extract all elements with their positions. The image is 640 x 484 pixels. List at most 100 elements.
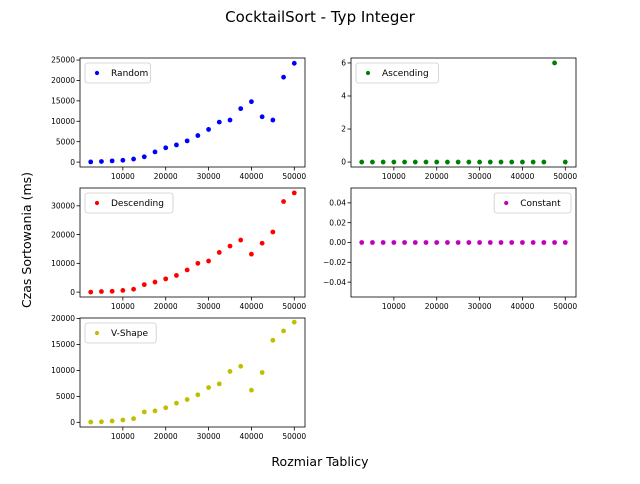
y-tick-label: 2 bbox=[341, 125, 346, 134]
x-tick-label: 50000 bbox=[553, 302, 577, 311]
x-axis-label: Rozmiar Tablicy bbox=[271, 454, 369, 469]
data-point bbox=[402, 159, 407, 165]
data-point bbox=[487, 240, 493, 245]
legend-label: Descending bbox=[111, 199, 164, 209]
data-point bbox=[131, 286, 136, 292]
subplot-top-left: 10000 20000 30000 40000 50000 0 5000 10000 15000… bbox=[51, 56, 306, 181]
data-point bbox=[88, 289, 94, 295]
x-tick-label: 30000 bbox=[197, 172, 221, 181]
data-point bbox=[238, 106, 244, 112]
data-point bbox=[562, 159, 568, 165]
x-tick-label: 10000 bbox=[111, 432, 135, 441]
data-point bbox=[206, 127, 211, 132]
data-point bbox=[227, 243, 233, 249]
data-point bbox=[391, 159, 397, 165]
data-point bbox=[423, 159, 429, 165]
y-tick-label: 15000 bbox=[51, 340, 75, 349]
x-tick-label: 20000 bbox=[425, 302, 449, 311]
data-point bbox=[423, 240, 429, 245]
data-point bbox=[281, 74, 286, 80]
data-point bbox=[359, 159, 365, 165]
x-tick-label: 50000 bbox=[282, 172, 306, 181]
x-tick-label: 10000 bbox=[111, 302, 135, 311]
x-tick-label: 10000 bbox=[111, 172, 135, 181]
data-point bbox=[249, 251, 254, 257]
data-point bbox=[520, 240, 525, 245]
data-point bbox=[487, 159, 493, 165]
data-point bbox=[163, 145, 169, 151]
data-point bbox=[141, 282, 147, 288]
data-point bbox=[370, 240, 375, 245]
legend-label: Random bbox=[111, 69, 148, 79]
data-point bbox=[109, 418, 115, 424]
subplots-group: 10000 20000 30000 40000 50000050001000015000… bbox=[51, 56, 577, 441]
x-tick-label: 30000 bbox=[468, 172, 492, 181]
data-point bbox=[509, 240, 515, 245]
data-point bbox=[412, 240, 418, 245]
data-point bbox=[281, 328, 286, 334]
data-point bbox=[109, 158, 115, 164]
data-point bbox=[206, 258, 211, 264]
legend-box bbox=[84, 192, 174, 214]
data-point bbox=[99, 289, 104, 294]
x-tick-label: 40000 bbox=[239, 432, 263, 441]
data-point bbox=[195, 392, 201, 398]
y-tick-label: 0.02 bbox=[329, 218, 346, 227]
data-point bbox=[88, 159, 94, 165]
data-point bbox=[509, 159, 515, 165]
data-point bbox=[216, 381, 222, 387]
x-tick-label: 40000 bbox=[239, 172, 263, 181]
legend-marker bbox=[94, 70, 100, 76]
data-point bbox=[88, 419, 94, 425]
data-point bbox=[174, 400, 179, 406]
data-point bbox=[281, 199, 286, 204]
y-tick-label: 0.04 bbox=[329, 199, 346, 208]
data-point bbox=[195, 133, 201, 138]
data-point bbox=[249, 99, 254, 105]
data-point bbox=[455, 159, 461, 165]
data-point bbox=[216, 250, 222, 255]
data-point bbox=[174, 273, 179, 278]
legend-label: Ascending bbox=[382, 69, 429, 79]
x-tick-label: 20000 bbox=[154, 172, 178, 181]
data-point bbox=[109, 288, 115, 294]
legend-marker bbox=[94, 200, 100, 206]
data-point bbox=[206, 385, 211, 390]
data-point bbox=[498, 240, 504, 245]
data-point bbox=[270, 337, 276, 343]
y-tick-label: −0.04 bbox=[323, 278, 346, 287]
data-point bbox=[174, 142, 179, 148]
y-tick-label: 6 bbox=[341, 59, 346, 68]
data-point bbox=[152, 149, 158, 155]
y-tick-label: 20000 bbox=[51, 76, 75, 85]
data-point bbox=[259, 370, 265, 375]
data-point bbox=[530, 240, 536, 245]
legend-box bbox=[355, 62, 439, 84]
y-tick-label: −0.02 bbox=[323, 258, 346, 267]
data-point bbox=[141, 409, 147, 415]
x-tick-label: 50000 bbox=[282, 432, 306, 441]
y-tick-label: 20000 bbox=[51, 230, 75, 239]
data-point bbox=[216, 119, 222, 125]
legend-box bbox=[84, 322, 157, 344]
figure-title: CocktailSort - Typ Integer bbox=[225, 8, 415, 26]
data-point bbox=[445, 159, 450, 165]
y-tick-label: 10000 bbox=[51, 117, 75, 126]
subplot-middle-right: 10000 20000 30000 40000 50000 −0.04 −0.02 0.00 0… bbox=[323, 187, 577, 311]
data-point bbox=[498, 159, 504, 165]
data-point bbox=[562, 240, 568, 245]
data-point bbox=[291, 190, 297, 196]
data-point bbox=[184, 267, 190, 273]
x-tick-label: 20000 bbox=[154, 302, 178, 311]
data-point bbox=[163, 276, 169, 282]
data-point bbox=[291, 319, 297, 325]
data-point bbox=[477, 240, 482, 245]
x-tick-label: 50000 bbox=[282, 302, 306, 311]
subplot-top-right: 10000 20000 30000 40000 50000 0 2 4 6 Ascending bbox=[341, 57, 577, 181]
data-point bbox=[152, 279, 158, 285]
legend: Ascending bbox=[355, 62, 439, 84]
data-point bbox=[163, 405, 169, 411]
data-point bbox=[455, 240, 461, 245]
data-point bbox=[434, 159, 440, 165]
